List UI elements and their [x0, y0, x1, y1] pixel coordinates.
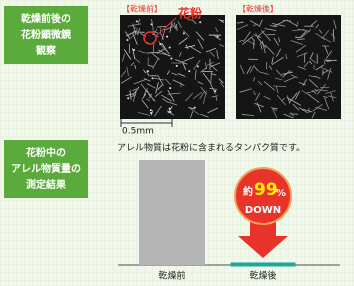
texture — [169, 46, 171, 48]
annotation-word: DOWN — [245, 205, 281, 216]
texture — [170, 58, 172, 60]
panel-label: 測定結果 — [26, 178, 67, 191]
bar — [139, 160, 205, 265]
texture — [194, 107, 196, 109]
texture — [133, 49, 135, 51]
texture — [199, 21, 201, 23]
texture — [169, 108, 171, 110]
texture — [297, 39, 305, 40]
texture — [211, 72, 212, 84]
texture — [176, 65, 178, 67]
panel-label: 花粉顕微鏡 — [21, 28, 71, 41]
texture — [150, 112, 152, 114]
texture — [127, 39, 129, 41]
after-label: 【乾燥後】 — [238, 4, 278, 14]
bar — [232, 264, 294, 265]
texture — [169, 111, 171, 113]
texture — [214, 90, 216, 92]
scale-label: 0.5mm — [122, 127, 154, 137]
texture — [217, 36, 219, 38]
texture — [188, 70, 190, 72]
texture — [151, 23, 153, 25]
texture — [166, 36, 168, 38]
annotation-prefix: 約 — [243, 185, 253, 198]
texture — [150, 109, 152, 111]
panel-label: 花粉中の — [26, 146, 66, 159]
texture — [159, 43, 161, 45]
panel-label: 乾燥前後の — [21, 12, 71, 25]
micrograph-after — [236, 15, 341, 119]
texture — [169, 87, 171, 89]
texture — [152, 77, 154, 79]
x-label: 乾燥前 — [158, 270, 185, 282]
texture — [183, 32, 185, 34]
pollen-label: 花粉 — [178, 6, 202, 21]
infographic: 【乾燥前】 【乾燥後】 花粉 0.5mm アレル物質は花粉に含まれるタンパク質で… — [0, 0, 354, 286]
panel-label: 観察 — [36, 44, 57, 57]
texture — [237, 22, 244, 23]
x-label: 乾燥後 — [249, 270, 276, 282]
texture — [197, 65, 199, 67]
texture — [127, 97, 129, 99]
annotation-number: 99 — [254, 180, 278, 200]
texture — [147, 70, 149, 72]
texture — [136, 20, 138, 22]
chart-subtitle: アレル物質は花粉に含まれるタンパク質です。 — [117, 142, 305, 154]
before-label: 【乾燥前】 — [122, 4, 162, 14]
annotation-unit: % — [276, 188, 286, 199]
panel-label: アレル物質量の — [11, 162, 81, 175]
